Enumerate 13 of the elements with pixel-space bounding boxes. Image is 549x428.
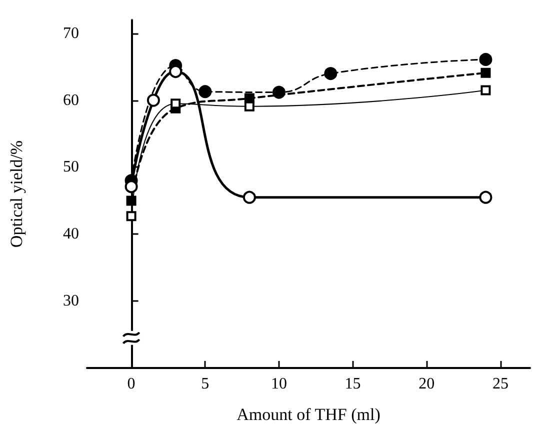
x-tick-label: 20	[418, 376, 435, 392]
y-tick-label: 30	[63, 292, 79, 310]
x-tick-label: 5	[201, 376, 210, 392]
y-tick-label: 40	[63, 226, 79, 243]
x-axis-title: Amount of THF (ml)	[236, 405, 380, 424]
y-tick-label: 50	[63, 158, 79, 176]
x-tick-label: 0	[127, 376, 136, 392]
x-tick-label: 15	[344, 376, 361, 392]
y-tick-label: 70	[63, 24, 79, 42]
y-axis-title: Optical yield/%	[7, 140, 26, 248]
x-tick-label: 25	[492, 376, 508, 392]
x-tick-label: 10	[270, 376, 287, 392]
y-tick-label: 60	[63, 92, 79, 109]
